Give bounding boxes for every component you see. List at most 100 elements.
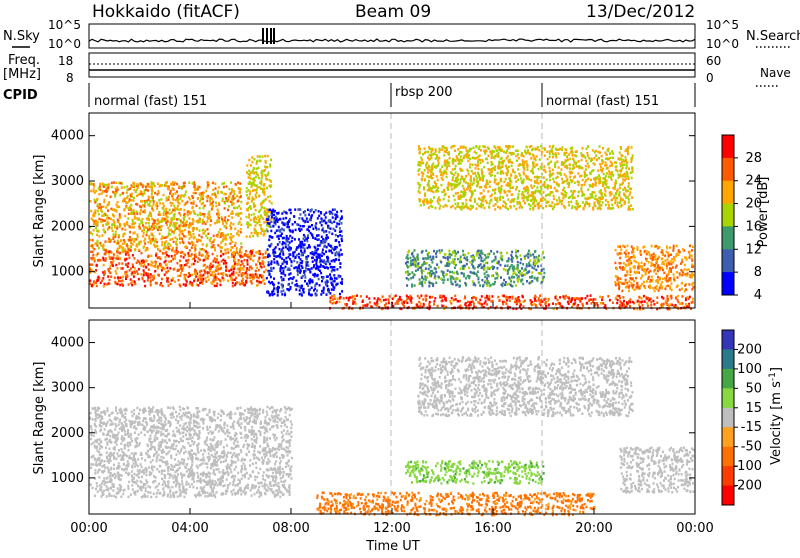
power-cell bbox=[599, 151, 601, 154]
power-cell bbox=[307, 255, 309, 258]
power-cell bbox=[398, 300, 400, 303]
power-cell bbox=[295, 266, 297, 269]
power-cell bbox=[531, 271, 533, 274]
power-cell bbox=[449, 300, 451, 303]
power-cell bbox=[205, 190, 207, 193]
power-cell bbox=[210, 237, 212, 240]
power-cell bbox=[256, 276, 258, 279]
power-cell bbox=[455, 253, 457, 256]
power-cell bbox=[489, 181, 491, 184]
power-cell bbox=[213, 271, 215, 274]
power-cell bbox=[234, 228, 236, 231]
power-cell bbox=[334, 277, 336, 280]
power-cell bbox=[533, 256, 535, 259]
power-cell bbox=[476, 254, 478, 257]
power-cell bbox=[523, 171, 525, 174]
power-cell bbox=[108, 217, 110, 220]
power-cell bbox=[143, 232, 145, 235]
power-cell bbox=[165, 264, 167, 267]
power-cell bbox=[435, 271, 437, 274]
power-cell bbox=[103, 214, 105, 217]
power-cell bbox=[192, 258, 194, 261]
power-cell bbox=[188, 272, 190, 275]
power-cell bbox=[237, 230, 239, 233]
power-cell bbox=[520, 258, 522, 261]
power-cell bbox=[216, 285, 218, 288]
power-cell bbox=[272, 290, 274, 293]
power-cell bbox=[364, 304, 366, 307]
power-cell bbox=[232, 235, 234, 238]
power-cell bbox=[532, 148, 534, 151]
power-cell bbox=[460, 178, 462, 181]
power-cell bbox=[191, 235, 193, 238]
power-cell bbox=[503, 279, 505, 282]
power-cell bbox=[496, 197, 498, 200]
power-cell bbox=[283, 237, 285, 240]
power-cell bbox=[455, 203, 457, 206]
power-cell bbox=[97, 210, 99, 213]
power-cell bbox=[352, 302, 354, 305]
power-cell bbox=[450, 276, 452, 279]
power-cell bbox=[269, 195, 271, 198]
power-cell bbox=[217, 235, 219, 238]
power-cell bbox=[532, 253, 534, 256]
power-cell bbox=[212, 253, 214, 256]
power-cell bbox=[260, 180, 262, 183]
power-cell bbox=[388, 299, 390, 302]
power-cell bbox=[114, 236, 116, 239]
power-cell bbox=[221, 218, 223, 221]
power-cell bbox=[91, 263, 93, 266]
power-cell bbox=[454, 255, 456, 257]
power-cell bbox=[336, 225, 338, 228]
power-cell bbox=[207, 228, 209, 231]
power-cell bbox=[537, 182, 539, 185]
power-cell bbox=[195, 188, 197, 191]
power-cell bbox=[119, 284, 121, 287]
power-cell bbox=[214, 222, 216, 225]
power-cell bbox=[535, 269, 537, 272]
power-cell bbox=[498, 300, 500, 303]
power-cell bbox=[300, 225, 302, 228]
power-cell bbox=[518, 296, 520, 299]
power-cell bbox=[263, 207, 265, 210]
power-cell bbox=[430, 174, 432, 177]
power-cell bbox=[619, 187, 621, 190]
power-cell bbox=[514, 301, 516, 304]
power-cell bbox=[437, 179, 439, 182]
power-cell bbox=[434, 277, 436, 280]
power-cell bbox=[487, 162, 489, 165]
power-cell bbox=[246, 254, 248, 257]
power-cell bbox=[266, 178, 268, 181]
power-cell bbox=[440, 278, 442, 281]
power-cell bbox=[325, 283, 327, 286]
power-cell bbox=[132, 266, 134, 269]
power-cell bbox=[597, 304, 599, 307]
power-cell bbox=[325, 230, 327, 233]
power-cell bbox=[512, 187, 514, 190]
power-cell bbox=[534, 197, 536, 200]
power-cell bbox=[240, 224, 242, 227]
power-cell bbox=[105, 257, 107, 260]
power-cell bbox=[147, 248, 149, 251]
power-cell bbox=[147, 279, 149, 282]
power-cell bbox=[518, 278, 520, 281]
power-cell bbox=[246, 277, 248, 280]
power-cell bbox=[306, 263, 308, 266]
power-cell bbox=[317, 217, 319, 220]
power-cell bbox=[276, 229, 278, 232]
power-cell bbox=[416, 304, 418, 307]
power-cell bbox=[298, 253, 300, 256]
power-cell bbox=[440, 261, 442, 264]
power-cell bbox=[587, 178, 589, 181]
power-cell bbox=[424, 281, 426, 284]
power-cell bbox=[541, 269, 543, 272]
power-cell bbox=[105, 240, 107, 243]
power-cell bbox=[211, 283, 213, 286]
power-cell bbox=[199, 253, 201, 256]
power-cell bbox=[131, 193, 133, 196]
power-cell bbox=[459, 280, 461, 283]
power-cell bbox=[279, 241, 281, 244]
power-cell bbox=[139, 205, 141, 208]
power-cell bbox=[462, 203, 464, 206]
power-cell bbox=[209, 265, 211, 268]
